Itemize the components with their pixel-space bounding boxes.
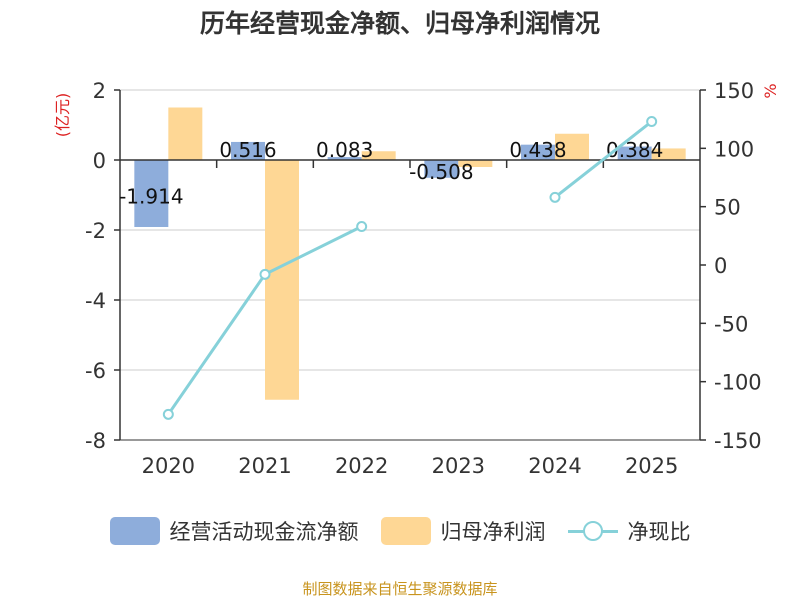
y-tick-label-left: -6 bbox=[85, 359, 106, 383]
legend-item-ratio[interactable]: 净现比 bbox=[567, 516, 691, 546]
legend: 经营活动现金流净额 归母净利润 净现比 bbox=[0, 516, 800, 546]
y-tick-label-right: -50 bbox=[714, 312, 748, 336]
legend-swatch-cash-flow bbox=[109, 517, 160, 545]
legend-swatch-ratio bbox=[567, 517, 618, 545]
bar-net-profit bbox=[651, 148, 686, 160]
legend-label-cash-flow: 经营活动现金流净额 bbox=[169, 520, 359, 544]
point-ratio bbox=[259, 268, 271, 280]
chart-title: 历年经营现金净额、归母净利润情况 bbox=[199, 9, 600, 38]
point-ratio bbox=[162, 408, 174, 420]
bar-net-profit bbox=[265, 160, 299, 400]
data-label-cash-flow: 0.083 bbox=[316, 138, 373, 162]
line-ratio-segment bbox=[554, 120, 653, 199]
data-label-cash-flow: -0.508 bbox=[409, 160, 473, 184]
bar-net-profit bbox=[361, 151, 396, 160]
bar-cash-flow bbox=[424, 160, 459, 178]
x-tick-label: 2025 bbox=[625, 454, 678, 478]
bar-cash-flow bbox=[521, 144, 555, 160]
point-ratio bbox=[549, 191, 561, 203]
y-tick-label-right: 0 bbox=[714, 254, 727, 278]
y-tick-label-right: -150 bbox=[714, 429, 762, 453]
legend-item-cash-flow[interactable]: 经营活动现金流净额 bbox=[109, 516, 359, 546]
bar-net-profit bbox=[168, 107, 203, 160]
point-ratio bbox=[356, 221, 368, 232]
bar-cash-flow bbox=[327, 157, 362, 160]
y-axis-right-unit: % bbox=[761, 83, 780, 98]
legend-item-net-profit[interactable]: 归母净利润 bbox=[380, 516, 546, 546]
legend-label-net-profit: 归母净利润 bbox=[440, 520, 546, 544]
x-tick-label: 2020 bbox=[142, 454, 195, 478]
data-label-cash-flow: -1.914 bbox=[119, 184, 183, 208]
source-note: 制图数据来自恒生聚源数据库 bbox=[302, 580, 498, 598]
bar-cash-flow bbox=[231, 141, 265, 160]
x-tick-label: 2023 bbox=[432, 454, 485, 478]
bar-cash-flow bbox=[134, 160, 169, 227]
legend-swatch-net-profit bbox=[380, 517, 431, 545]
y-tick-label-left: -2 bbox=[85, 219, 106, 243]
point-ratio bbox=[646, 116, 658, 127]
data-label-cash-flow: 0.438 bbox=[509, 138, 566, 162]
x-tick-label: 2021 bbox=[238, 454, 291, 478]
x-tick-label: 2022 bbox=[335, 454, 388, 478]
y-tick-label-left: -4 bbox=[85, 289, 106, 313]
y-tick-label-right: -100 bbox=[714, 371, 762, 395]
bar-net-profit bbox=[555, 133, 589, 160]
y-tick-label-right: 100 bbox=[714, 137, 754, 161]
y-tick-label-left: -8 bbox=[85, 429, 106, 453]
y-axis-left-unit: (亿元) bbox=[53, 93, 72, 138]
y-tick-label-left: 2 bbox=[93, 79, 106, 103]
y-tick-label-right: 50 bbox=[714, 196, 741, 220]
legend-label-ratio: 净现比 bbox=[627, 520, 691, 544]
y-tick-label-right: 150 bbox=[714, 79, 754, 103]
bar-net-profit bbox=[458, 160, 493, 167]
x-tick-label: 2024 bbox=[528, 454, 581, 478]
y-tick-label-left: 0 bbox=[93, 149, 106, 173]
data-label-cash-flow: 0.516 bbox=[219, 138, 276, 162]
bar-cash-flow bbox=[617, 146, 652, 160]
